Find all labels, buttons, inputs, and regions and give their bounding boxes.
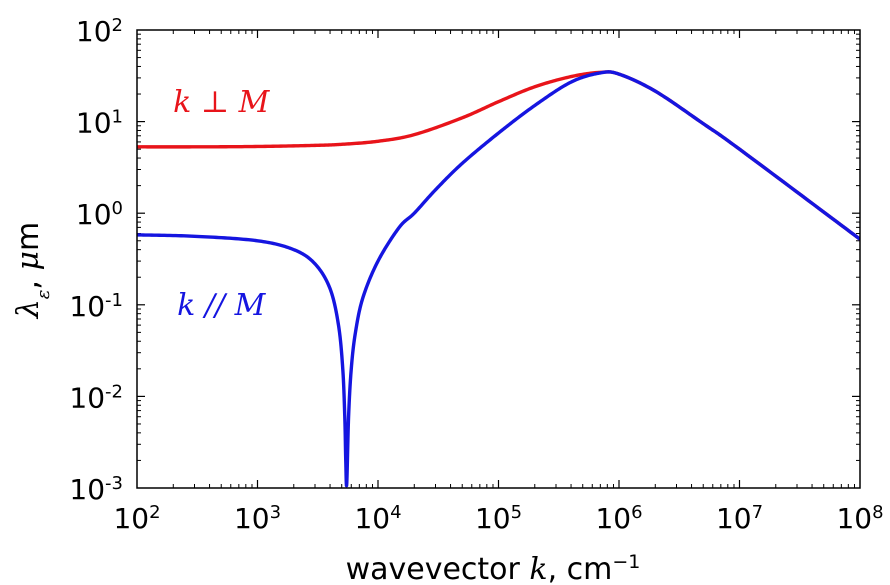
series-label-parallel: k // M — [177, 288, 266, 323]
y-tick-label: 102 — [76, 15, 123, 49]
y-axis-ticks: 10-3 10-2 10-1 100 101 102 — [69, 15, 860, 507]
x-tick-label: 104 — [354, 502, 401, 536]
y-tick-label: 10-3 — [69, 473, 123, 507]
series-labels: k ⊥ M k // M — [173, 85, 270, 323]
series-label-perpendicular: k ⊥ M — [173, 85, 270, 120]
y-tick-label: 10-1 — [69, 289, 123, 323]
x-axis-ticks: 102 103 104 105 106 107 108 — [113, 30, 884, 536]
plot-frame — [136, 29, 861, 489]
y-axis-label: λε, μm — [11, 222, 54, 320]
x-axis-label: wavevector k, cm−1 — [346, 551, 641, 585]
x-tick-label: 105 — [475, 502, 522, 536]
x-tick-label: 107 — [716, 502, 763, 536]
x-tick-label: 103 — [234, 502, 281, 536]
x-tick-label: 102 — [113, 502, 160, 536]
series-line-parallel — [137, 70, 860, 488]
series-layer — [137, 70, 860, 488]
y-tick-label: 100 — [76, 198, 123, 232]
x-tick-label: 108 — [836, 502, 883, 536]
y-tick-label: 101 — [76, 106, 123, 140]
x-tick-label: 106 — [595, 502, 642, 536]
y-tick-label: 10-2 — [69, 381, 123, 415]
